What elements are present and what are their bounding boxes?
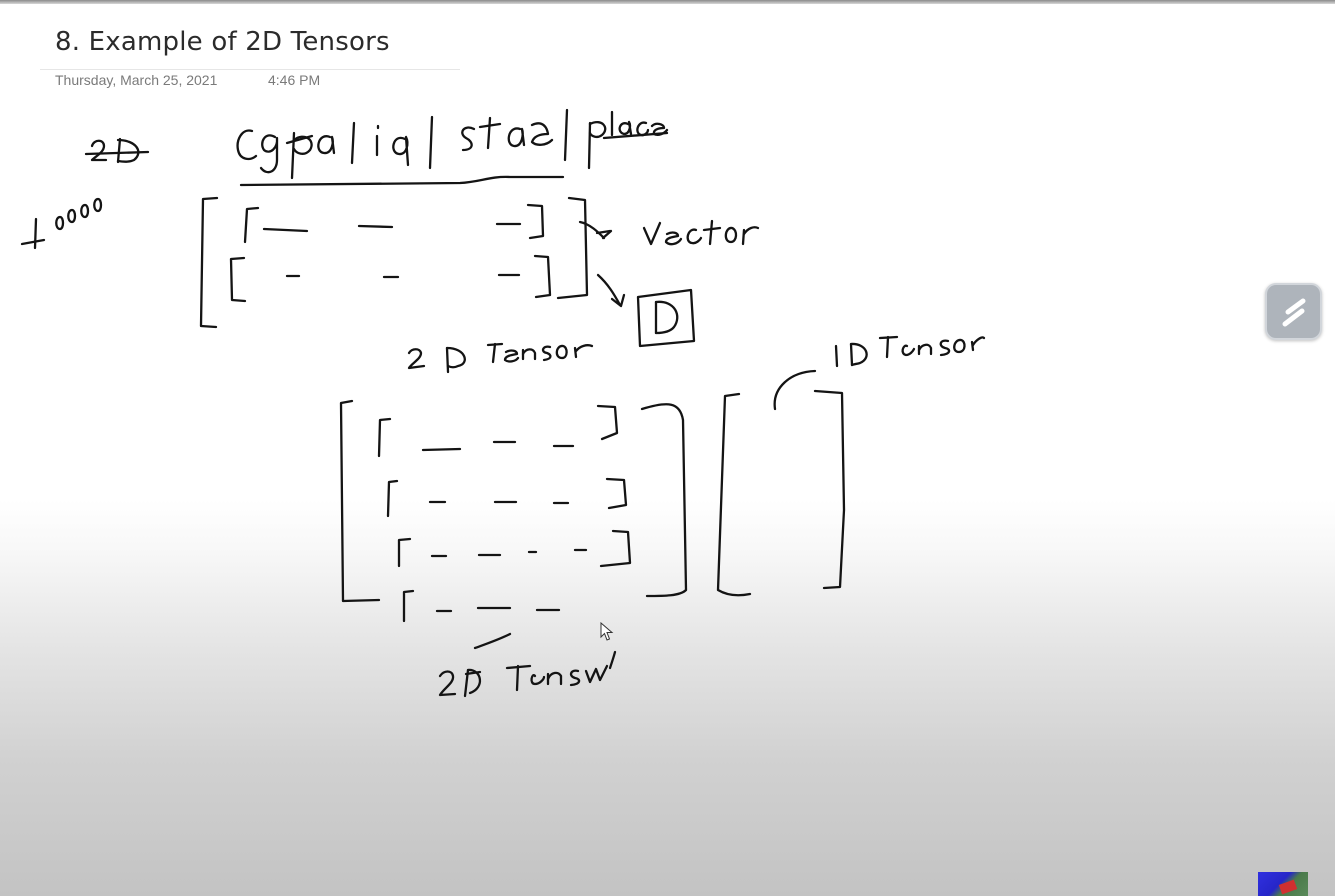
window-top-edge <box>0 0 1335 4</box>
ink-strikethrough-2d <box>84 137 150 164</box>
ink-side-number <box>20 197 103 250</box>
pen-tool-button[interactable] <box>1265 283 1322 340</box>
pen-icon <box>1282 298 1305 326</box>
ink-arrow-vector <box>578 220 613 240</box>
ink-label-2d-tensor-upper <box>407 342 594 374</box>
ink-header-columns <box>236 108 669 180</box>
ink-header-underline <box>239 175 565 187</box>
ink-boxed-d <box>636 288 696 348</box>
ink-lower-matrix <box>339 399 688 623</box>
mouse-cursor-icon <box>600 622 614 641</box>
ink-label-vector <box>642 219 760 246</box>
ink-upper-matrix <box>199 196 589 329</box>
ink-1d-tensor-bracket <box>716 369 846 597</box>
ink-arrow-box <box>596 273 626 308</box>
title-underline <box>40 69 460 70</box>
ink-pointer-line <box>473 632 512 650</box>
page-time: 4:46 PM <box>268 72 321 88</box>
ink-label-1d-tensor <box>834 335 986 368</box>
page-date: Thursday, March 25, 2021 <box>55 72 218 88</box>
page-title[interactable]: 8. Example of 2D Tensors <box>55 27 390 57</box>
ink-label-2d-tensor-lower <box>438 650 617 698</box>
